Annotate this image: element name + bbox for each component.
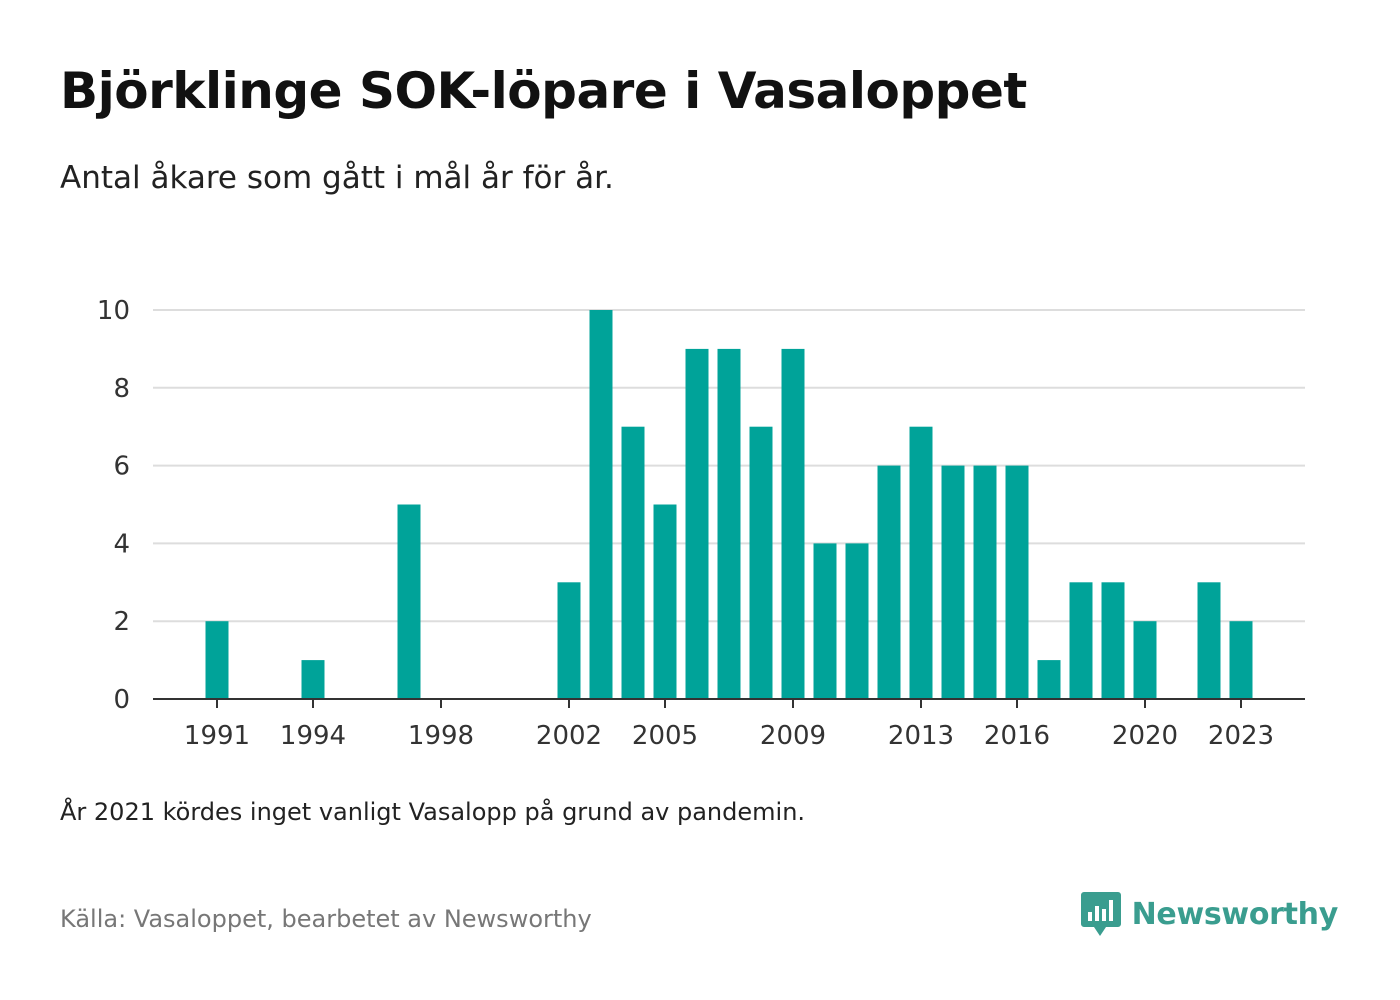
- bars: [205, 310, 1253, 700]
- bar-2023[interactable]: [1229, 621, 1253, 699]
- x-tick-label: 2013: [888, 721, 954, 751]
- bar-1991[interactable]: [205, 621, 229, 699]
- bar-2016[interactable]: [1005, 465, 1029, 699]
- bar-2003[interactable]: [589, 310, 613, 699]
- x-tick-label: 2009: [760, 721, 826, 751]
- bar-2014[interactable]: [941, 465, 965, 699]
- bar-2008[interactable]: [749, 426, 773, 699]
- bar-2017[interactable]: [1037, 660, 1061, 699]
- x-tick-label: 2023: [1208, 721, 1274, 751]
- bar-chart: 0 2 4 6 8 10 1991 1994 1998 2002 2005 2009 2013 2016…: [97, 296, 1305, 751]
- brand-logo[interactable]: Newsworthy: [1080, 890, 1338, 938]
- footnote: År 2021 kördes inget vanligt Vasalopp på…: [60, 798, 806, 826]
- bar-2007[interactable]: [717, 348, 741, 699]
- bar-2005[interactable]: [653, 504, 677, 700]
- y-tick-label: 2: [113, 607, 130, 637]
- x-tick-label: 2005: [632, 721, 698, 751]
- brand-name: Newsworthy: [1131, 896, 1339, 932]
- bar-1994[interactable]: [301, 660, 325, 699]
- x-tick-label: 1998: [408, 721, 474, 751]
- source-credit: Källa: Vasaloppet, bearbetet av Newswort…: [60, 905, 592, 933]
- bar-2006[interactable]: [685, 348, 709, 699]
- bar-2015[interactable]: [973, 465, 997, 699]
- bar-1997[interactable]: [397, 504, 421, 700]
- bar-2002[interactable]: [557, 582, 581, 699]
- bar-2010[interactable]: [813, 543, 837, 699]
- bar-2012[interactable]: [877, 465, 901, 699]
- bar-2009[interactable]: [781, 348, 805, 699]
- x-tick-label: 2016: [984, 721, 1050, 751]
- y-tick-labels: 0 2 4 6 8 10: [97, 296, 130, 715]
- y-tick-label: 0: [113, 685, 130, 715]
- y-tick-label: 10: [97, 296, 130, 326]
- bar-2004[interactable]: [621, 426, 645, 699]
- bar-2022[interactable]: [1197, 582, 1221, 699]
- bar-2020[interactable]: [1133, 621, 1157, 699]
- bar-2013[interactable]: [909, 426, 933, 699]
- x-tick-label: 1991: [184, 721, 250, 751]
- x-tick-labels: 1991 1994 1998 2002 2005 2009 2013 2016 2020 2023: [184, 699, 1274, 751]
- y-tick-label: 8: [113, 374, 130, 404]
- bar-2011[interactable]: [845, 543, 869, 699]
- x-tick-label: 2020: [1112, 721, 1178, 751]
- bar-2019[interactable]: [1101, 582, 1125, 699]
- chart-title: Björklinge SOK-löpare i Vasaloppet: [60, 62, 1027, 120]
- bar-2018[interactable]: [1069, 582, 1093, 699]
- y-tick-label: 6: [113, 452, 130, 482]
- x-tick-label: 2002: [536, 721, 602, 751]
- y-tick-label: 4: [113, 529, 130, 559]
- x-tick-label: 1994: [280, 721, 346, 751]
- newsworthy-logo-icon: [1080, 892, 1121, 936]
- chart-subtitle: Antal åkare som gått i mål år för år.: [60, 160, 614, 196]
